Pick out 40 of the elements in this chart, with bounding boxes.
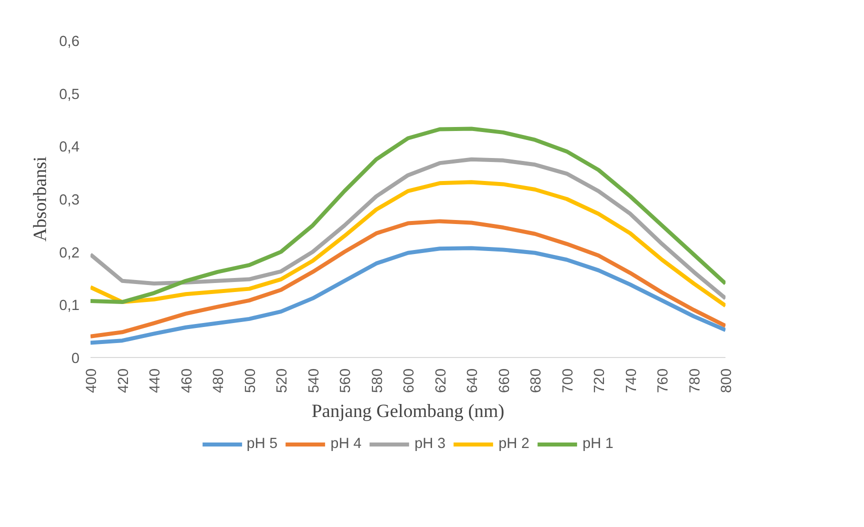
x-tick-label: 500	[242, 368, 259, 393]
x-tick-label: 520	[274, 368, 290, 393]
x-axis-title: Panjang Gelombang (nm)	[312, 400, 504, 422]
x-tick-label: 660	[496, 368, 513, 393]
legend-label: pH 1	[582, 436, 614, 452]
x-tick-label: 640	[465, 368, 481, 393]
line-series	[90, 157, 726, 300]
x-tick-label: 700	[560, 368, 576, 393]
x-tick-label: 420	[116, 368, 132, 393]
x-tick-label: 540	[306, 368, 322, 393]
legend-label: pH 5	[246, 436, 278, 452]
y-tick-label: 0,2	[59, 245, 80, 262]
x-tick-label: 480	[211, 368, 227, 393]
legend-label: pH 2	[498, 436, 530, 452]
x-tick-label: 400	[84, 368, 100, 393]
y-tick-label: 0,5	[59, 86, 80, 103]
y-tick-label: 0,1	[59, 298, 80, 314]
x-tick-label: 780	[687, 368, 704, 393]
y-tick-label: 0,3	[59, 192, 80, 208]
x-tick-label: 580	[370, 368, 386, 393]
x-tick-label: 740	[624, 368, 640, 393]
x-tick-label: 760	[656, 368, 672, 393]
y-tick-label: 0,6	[59, 34, 80, 50]
line-series	[90, 126, 726, 304]
line-series	[90, 180, 726, 308]
legend-label: pH 3	[414, 436, 446, 452]
y-tick-label: 0,4	[59, 140, 80, 156]
x-tick-label: 680	[528, 368, 544, 393]
y-tick-label: 0	[71, 351, 80, 367]
x-tick-label: 720	[592, 368, 608, 393]
legend-label: pH 4	[330, 436, 362, 452]
x-tick-label: 800	[719, 368, 735, 393]
x-tick-label: 440	[148, 368, 164, 393]
x-tick-label: 560	[338, 368, 354, 393]
x-tick-label: 460	[179, 368, 196, 393]
x-tick-label: 600	[402, 368, 418, 393]
line-series	[90, 246, 726, 345]
x-tick-label: 620	[433, 368, 450, 393]
y-axis-title: Absorbansi	[30, 156, 52, 242]
line-series	[90, 219, 726, 338]
